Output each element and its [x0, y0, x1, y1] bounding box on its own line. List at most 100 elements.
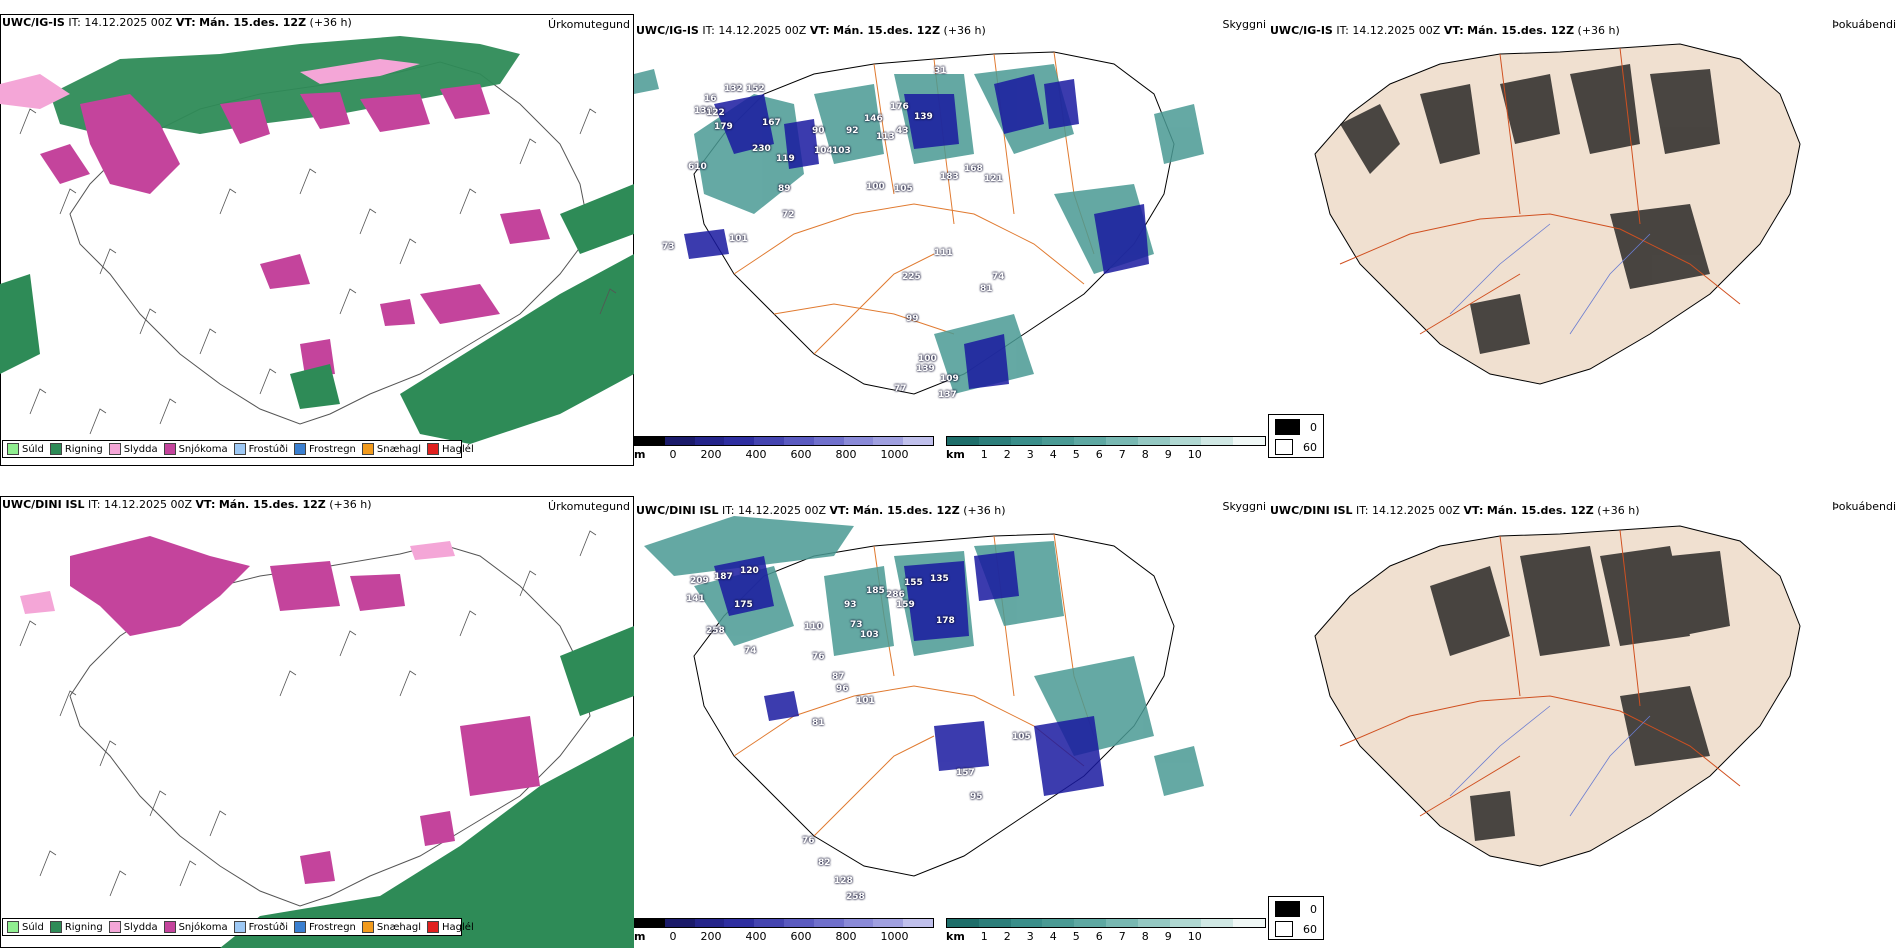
- legend-swatch: [7, 443, 19, 455]
- snow-area-n1: [220, 99, 270, 144]
- fog-title-row2: Þokuábendi: [1832, 500, 1896, 513]
- cloud-base-label: 96: [836, 684, 849, 694]
- fog-map-row1: [1314, 43, 1801, 385]
- legend-item-haglel: Haglél: [427, 443, 474, 455]
- fog-legend-light: [1275, 439, 1293, 455]
- snow-area-nw2: [40, 144, 90, 184]
- teal-cloud-areas: [644, 516, 1204, 796]
- cloud-base-label: 31: [934, 66, 947, 76]
- snow-area-s: [420, 811, 455, 846]
- cloud-base-label: 137: [938, 390, 957, 400]
- row1-cloud-header: UWC/IG-IS IT: 14.12.2025 00Z VT: Mán. 15…: [636, 24, 986, 37]
- snow-area-n2: [350, 574, 405, 611]
- iceland-land: [1314, 43, 1801, 385]
- cloud-base-label: 72: [782, 210, 795, 220]
- cloud-base-label: 89: [778, 184, 791, 194]
- snow-area-e1: [500, 209, 550, 244]
- legend-swatch: [294, 921, 306, 933]
- visibility-ticks: km 1 2 3 4 5 6 7 8 9 10: [946, 930, 1202, 943]
- cloud-base-label: 132: [724, 84, 743, 94]
- precip-map-frame: [0, 14, 634, 466]
- cloud-base-label: 187: [714, 572, 733, 582]
- rain-area-north: [50, 36, 520, 134]
- wind-barbs: [19, 108, 617, 435]
- fog-panel-row2: Þokuábendi: [1270, 496, 1900, 948]
- cloud-panel-row1: Skyggni m 0 200 400 600 800 1000 km 1 2 …: [634, 14, 1270, 466]
- cloud-base-label: 73: [662, 242, 675, 252]
- precip-title-row2: Úrkomutegund: [548, 500, 630, 513]
- precip-map-row1: [0, 36, 634, 444]
- legend-swatch: [427, 921, 440, 933]
- cloud-labels-row1: 132 152 16 130 122 179 167 610 230 119 89 72 101 73 90…: [634, 14, 1270, 434]
- cloud-labels-row2: 209 187 120 141 175 258 74 93 73 103 185 286 159 155 1…: [634, 496, 1270, 916]
- cloud-base-label: 130: [694, 106, 713, 116]
- cloud-base-label: 139: [916, 364, 935, 374]
- dark-cloud-areas: [714, 551, 1104, 796]
- legend-item-rigning: Rigning: [49, 443, 103, 455]
- cloud-base-label: 16: [704, 94, 717, 104]
- cloud-base-label: 178: [936, 616, 955, 626]
- cloud-base-label: 87: [832, 672, 845, 682]
- legend-swatch: [163, 443, 176, 455]
- rain-area-e: [560, 626, 634, 716]
- precip-legend-row2: Súld Rigning Slydda Snjókoma Frostúði Fr…: [2, 918, 474, 936]
- cloud-base-label: 109: [940, 374, 959, 384]
- sleet-area-ne: [300, 59, 420, 84]
- cloud-base-label: 100: [918, 354, 937, 364]
- rain-area-se: [220, 736, 634, 948]
- cloud-base-label: 77: [894, 384, 907, 394]
- row2-header: UWC/DINI ISL IT: 14.12.2025 00Z VT: Mán.…: [2, 498, 372, 511]
- visibility-ticks: km 1 2 3 4 5 6 7 8 9 10: [946, 448, 1202, 461]
- snow-area-e2: [420, 284, 500, 324]
- cloudbase-colorbar-row2: m 0 200 400 600 800 1000: [634, 918, 934, 948]
- cloud-base-label: 93: [844, 600, 857, 610]
- legend-item-frostregn: Frostregn: [294, 921, 356, 933]
- cloud-base-label: 258: [706, 626, 725, 636]
- cloud-base-label: 120: [740, 566, 759, 576]
- row1-header: UWC/IG-IS IT: 14.12.2025 00Z VT: Mán. 15…: [2, 16, 352, 29]
- cloud-base-label: 76: [802, 836, 815, 846]
- snow-area-nw: [70, 536, 250, 636]
- cloud-base-label: 100: [866, 182, 885, 192]
- cloud-base-label: 95: [970, 792, 983, 802]
- cloud-base-label: 168: [964, 164, 983, 174]
- cloudbase-ticks: m 0 200 400 600 800 1000: [634, 930, 909, 943]
- cloud-base-label: 209: [690, 576, 709, 586]
- fog-road-network: [1339, 529, 1741, 817]
- legend-swatch: [294, 443, 306, 455]
- snow-area-s2: [300, 851, 335, 884]
- legend-item-rigning: Rigning: [49, 921, 103, 933]
- fog-road-network: [1339, 47, 1741, 335]
- cloud-base-label: 113: [876, 132, 895, 142]
- fog-legend-row2: 0 60: [1268, 896, 1324, 940]
- fog-dark-areas: [1430, 546, 1730, 841]
- legend-item-snaehagl: Snæhagl: [361, 443, 421, 455]
- precip-legend-row1: Súld Rigning Slydda Snjókoma Frostúði Fr…: [2, 440, 474, 458]
- legend-swatch: [163, 921, 176, 933]
- cloud-base-label: 175: [734, 600, 753, 610]
- legend-swatch: [233, 921, 246, 933]
- fog-river-network: [1449, 705, 1651, 817]
- legend-item-snaehagl: Snæhagl: [361, 921, 421, 933]
- fog-map-row2: [1314, 525, 1801, 867]
- cloud-base-label: 128: [834, 876, 853, 886]
- cloudbase-ticks: m 0 200 400 600 800 1000: [634, 448, 909, 461]
- legend-item-slydda: Slydda: [108, 443, 158, 455]
- cloud-base-label: 110: [804, 622, 823, 632]
- rain-area-e: [560, 184, 634, 254]
- cloudbase-gradient: [634, 918, 934, 928]
- cloudbase-colorbar-row1: m 0 200 400 600 800 1000: [634, 436, 934, 466]
- rain-area-s: [290, 364, 340, 409]
- cloud-base-label: 135: [930, 574, 949, 584]
- cloud-base-label: 139: [914, 112, 933, 122]
- cloud-base-label: 179: [714, 122, 733, 132]
- legend-swatch: [49, 443, 62, 455]
- visibility-gradient: [946, 918, 1266, 928]
- rain-area-se: [400, 254, 634, 444]
- visibility-gradient: [946, 436, 1266, 446]
- cloud-base-label: 105: [894, 184, 913, 194]
- legend-swatch: [361, 921, 374, 933]
- legend-swatch: [7, 921, 19, 933]
- legend-swatch: [233, 443, 246, 455]
- cloud-base-label: 105: [1012, 732, 1031, 742]
